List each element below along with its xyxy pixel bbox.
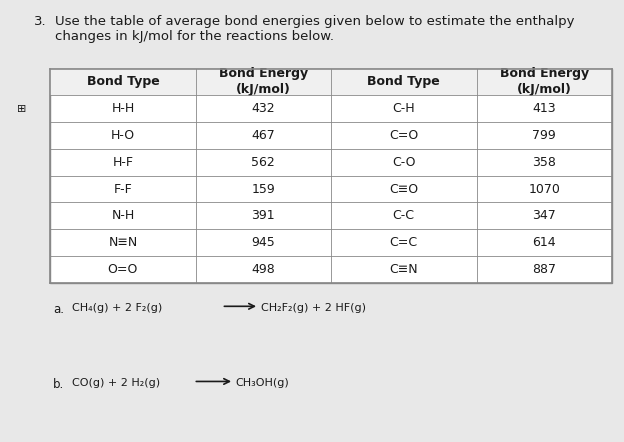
Text: 432: 432	[251, 102, 275, 115]
Text: C-H: C-H	[392, 102, 415, 115]
Text: Bond Energy
(kJ/mol): Bond Energy (kJ/mol)	[219, 68, 308, 96]
Text: 887: 887	[532, 263, 556, 276]
Text: b.: b.	[53, 378, 64, 391]
Text: CH₃OH(g): CH₃OH(g)	[236, 378, 290, 388]
Text: 413: 413	[532, 102, 556, 115]
Text: CH₄(g) + 2 F₂(g): CH₄(g) + 2 F₂(g)	[72, 303, 162, 313]
Text: H-O: H-O	[111, 129, 135, 142]
Text: 358: 358	[532, 156, 556, 169]
Text: C≡N: C≡N	[389, 263, 418, 276]
Text: 562: 562	[251, 156, 275, 169]
Text: H-F: H-F	[112, 156, 134, 169]
Text: 3.: 3.	[34, 15, 47, 28]
Text: CO(g) + 2 H₂(g): CO(g) + 2 H₂(g)	[72, 378, 160, 388]
Text: 799: 799	[532, 129, 556, 142]
Text: C≡O: C≡O	[389, 183, 418, 196]
Text: C-O: C-O	[392, 156, 416, 169]
Text: CH₂F₂(g) + 2 HF(g): CH₂F₂(g) + 2 HF(g)	[261, 303, 366, 313]
Text: 945: 945	[251, 236, 275, 249]
Text: F-F: F-F	[114, 183, 132, 196]
Text: 614: 614	[532, 236, 556, 249]
Text: 1070: 1070	[528, 183, 560, 196]
Text: C-C: C-C	[392, 210, 415, 222]
Text: a.: a.	[53, 303, 64, 316]
Text: C=C: C=C	[389, 236, 418, 249]
Text: O=O: O=O	[108, 263, 138, 276]
Text: Bond Type: Bond Type	[368, 76, 440, 88]
Text: 498: 498	[251, 263, 275, 276]
Text: H-H: H-H	[111, 102, 135, 115]
Text: 467: 467	[251, 129, 275, 142]
Text: N-H: N-H	[111, 210, 135, 222]
Text: Use the table of average bond energies given below to estimate the enthalpy
chan: Use the table of average bond energies g…	[55, 15, 575, 43]
Text: Bond Energy
(kJ/mol): Bond Energy (kJ/mol)	[500, 68, 588, 96]
Text: Bond Type: Bond Type	[87, 76, 159, 88]
Text: 391: 391	[251, 210, 275, 222]
Text: C=O: C=O	[389, 129, 418, 142]
Text: 347: 347	[532, 210, 556, 222]
Text: N≡N: N≡N	[109, 236, 137, 249]
Text: ⊞: ⊞	[17, 104, 27, 114]
Text: 159: 159	[251, 183, 275, 196]
